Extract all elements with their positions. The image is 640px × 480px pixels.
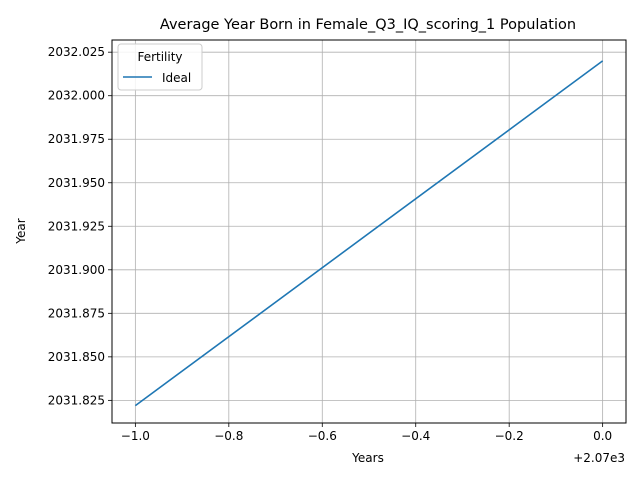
y-tick-label: 2031.925 xyxy=(48,219,105,233)
x-tick-label: −1.0 xyxy=(121,429,150,443)
legend-title: Fertility xyxy=(137,50,182,64)
y-axis-ticks: 2031.825 2031.850 2031.875 2031.900 2031.925… xyxy=(48,45,112,407)
x-tick-label: 0.0 xyxy=(593,429,612,443)
series-line-ideal xyxy=(134,60,604,407)
x-tick-label: −0.6 xyxy=(308,429,337,443)
series-layer xyxy=(134,60,604,407)
x-tick-label: −0.8 xyxy=(214,429,243,443)
y-tick-label: 2032.000 xyxy=(48,89,105,103)
x-tick-label: −0.4 xyxy=(401,429,430,443)
legend-label-ideal: Ideal xyxy=(162,71,191,85)
x-axis-ticks: −1.0 −0.8 −0.6 −0.4 −0.2 0.0 xyxy=(121,423,612,443)
x-axis-offset-label: +2.07e3 xyxy=(573,451,625,465)
legend-box xyxy=(117,43,203,91)
y-tick-label: 2031.975 xyxy=(48,132,105,146)
plot-area-frame xyxy=(111,39,627,424)
y-tick-label: 2031.850 xyxy=(48,350,105,364)
y-tick-label: 2031.825 xyxy=(48,393,105,407)
legend: Fertility Ideal xyxy=(117,43,203,91)
y-tick-label: 2032.025 xyxy=(48,45,105,59)
grid xyxy=(112,40,626,423)
y-tick-label: 2031.900 xyxy=(48,263,105,277)
x-tick-label: −0.2 xyxy=(495,429,524,443)
chart-title: Average Year Born in Female_Q3_IQ_scorin… xyxy=(160,17,576,33)
y-tick-label: 2031.950 xyxy=(48,176,105,190)
y-axis-label: Year xyxy=(14,218,28,244)
y-tick-label: 2031.875 xyxy=(48,306,105,320)
x-axis-label: Years xyxy=(351,451,384,465)
